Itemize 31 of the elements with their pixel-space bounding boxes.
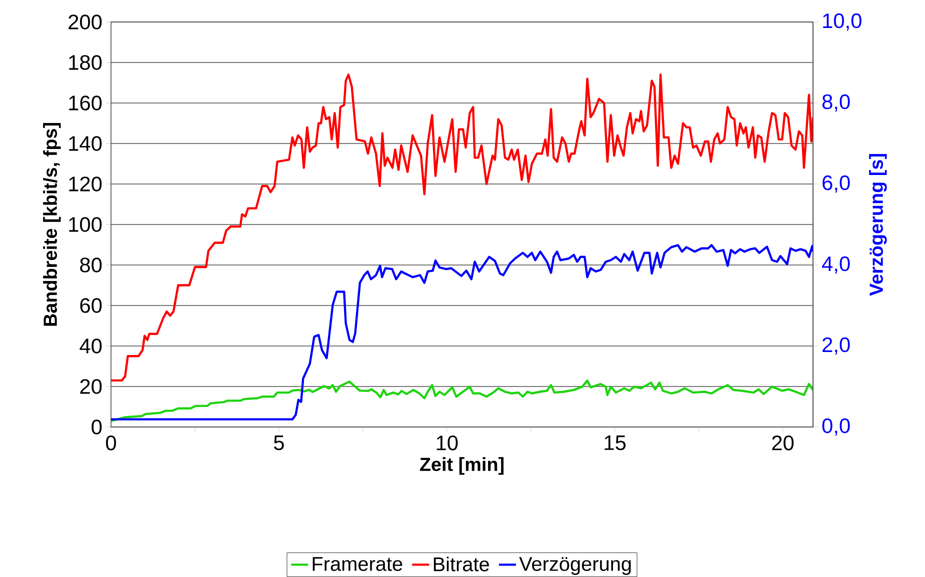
y-tick-label: 40 [80,338,102,354]
x-axis-title: Zeit [min] [420,457,504,475]
y2-tick-label: 2,0 [822,337,850,355]
legend-label: Bitrate [434,556,489,572]
y2-tick-label: 4,0 [822,256,850,274]
y2-axis-title: Verzögerung [s] [869,154,887,296]
y2-tick-label: 0,0 [822,418,850,436]
legend-label: Framerate [312,557,402,571]
y-tick-label: 200 [68,14,102,30]
y-tick-label: 60 [80,298,102,313]
y-tick-label: 80 [80,258,102,272]
y-tick-label: 20 [80,379,102,394]
y-tick-label: 100 [69,217,102,232]
x-tick-label: 5 [274,436,284,450]
y2-tick-label: 6,0 [822,175,850,193]
y-tick-label: 140 [69,136,102,151]
x-tick-label: 10 [436,436,458,450]
y2-tick-label: 10,0 [823,13,862,31]
y-tick-label: 0 [92,420,102,434]
y2-tick-label: 8,0 [822,94,850,112]
line-series [111,244,814,420]
y-tick-label: 180 [69,55,102,70]
legend-label: Verzögerung [519,557,631,575]
y-tick-label: 120 [69,176,102,192]
x-tick-label: 20 [772,436,794,450]
x-tick-label: 0 [106,436,116,450]
x-tick-label: 15 [604,436,626,450]
y-axis-title: Bandbreite [kbit/s, fps] [43,123,61,326]
line-series [111,74,814,382]
y-tick-label: 160 [69,96,102,110]
line-series [111,380,814,422]
